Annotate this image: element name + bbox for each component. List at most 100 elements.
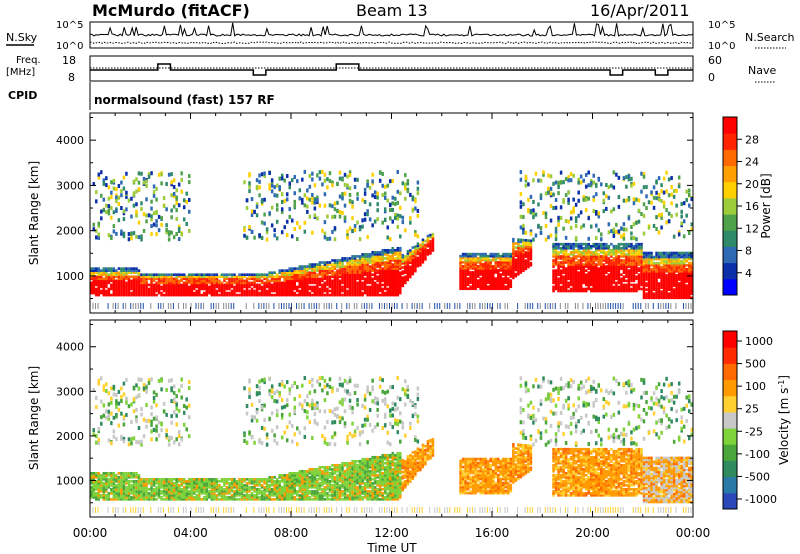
power-cell bbox=[363, 277, 367, 281]
power-cell bbox=[404, 281, 407, 285]
power-cell bbox=[291, 273, 294, 277]
power-cell bbox=[504, 254, 508, 258]
velocity-cell bbox=[105, 488, 108, 491]
power-cell bbox=[587, 271, 590, 275]
power-cell bbox=[127, 198, 131, 203]
power-cell bbox=[388, 269, 392, 272]
power-cell bbox=[632, 181, 636, 186]
power-cell bbox=[368, 265, 372, 268]
velocity-cell bbox=[95, 475, 98, 479]
power-cell bbox=[311, 273, 314, 277]
power-cell bbox=[388, 263, 392, 266]
power-cell bbox=[421, 240, 425, 244]
velocity-cell bbox=[115, 492, 118, 495]
power-cell bbox=[419, 253, 422, 257]
power-cell bbox=[514, 254, 518, 258]
power-cell bbox=[117, 183, 121, 188]
power-cell bbox=[507, 265, 510, 268]
power-cell bbox=[512, 239, 515, 243]
power-cell bbox=[597, 244, 601, 248]
power-cell bbox=[564, 242, 568, 246]
power-cell bbox=[170, 275, 173, 279]
power-cell bbox=[489, 265, 492, 268]
power-cell bbox=[293, 277, 297, 281]
power-cell bbox=[293, 285, 297, 289]
power-cell bbox=[386, 265, 389, 268]
power-cell bbox=[353, 285, 357, 289]
power-cell bbox=[275, 279, 279, 283]
power-cell bbox=[363, 253, 367, 256]
power-cell bbox=[371, 277, 374, 281]
power-cell bbox=[672, 263, 676, 267]
velocity-cell bbox=[117, 496, 121, 499]
power-cell bbox=[366, 281, 369, 285]
power-cell bbox=[660, 257, 663, 261]
power-cell bbox=[90, 277, 93, 281]
power-cell bbox=[288, 267, 291, 270]
power-cell bbox=[657, 294, 661, 298]
power-cell bbox=[579, 267, 583, 270]
power-cell bbox=[517, 260, 520, 264]
power-cell bbox=[200, 275, 204, 279]
power-cell bbox=[122, 273, 126, 277]
power-cell bbox=[486, 277, 490, 280]
power-cell bbox=[589, 259, 593, 262]
power-cell bbox=[489, 267, 492, 270]
power-cell bbox=[584, 261, 588, 264]
power-cell bbox=[605, 287, 608, 291]
power-cell bbox=[165, 207, 168, 212]
power-cell bbox=[504, 285, 508, 289]
velocity-cell bbox=[102, 384, 106, 389]
power-cell bbox=[635, 303, 637, 309]
power-cell bbox=[507, 279, 510, 282]
power-cell bbox=[650, 294, 653, 298]
power-cell bbox=[670, 290, 673, 294]
power-cell bbox=[642, 265, 646, 269]
power-cell bbox=[607, 287, 611, 291]
power-cell bbox=[260, 291, 264, 295]
power-cell bbox=[471, 283, 475, 286]
power-cell bbox=[617, 303, 619, 309]
power-cell bbox=[336, 261, 339, 264]
velocity-cell bbox=[95, 480, 98, 483]
power-cell bbox=[378, 267, 382, 270]
power-cell bbox=[690, 253, 693, 257]
power-cell bbox=[102, 281, 106, 285]
power-cell bbox=[95, 267, 98, 270]
velocity-cell bbox=[112, 473, 116, 477]
power-cell bbox=[522, 269, 525, 272]
power-cell bbox=[544, 211, 548, 216]
power-cell bbox=[632, 197, 636, 202]
velocity-cell bbox=[112, 484, 116, 487]
power-cell bbox=[301, 289, 304, 293]
velocity-cell bbox=[120, 411, 123, 416]
power-cell bbox=[554, 197, 558, 202]
power-cell bbox=[625, 289, 628, 293]
power-cell bbox=[559, 273, 563, 277]
power-cell bbox=[313, 213, 317, 218]
power-cell bbox=[348, 173, 352, 178]
power-cell bbox=[140, 201, 143, 206]
power-cell bbox=[449, 303, 451, 309]
power-cell bbox=[353, 291, 357, 295]
power-cell bbox=[431, 247, 435, 250]
power-cell bbox=[311, 269, 314, 272]
power-cell bbox=[255, 273, 259, 277]
velocity-cell bbox=[97, 490, 101, 493]
power-cell bbox=[326, 277, 329, 281]
power-cell bbox=[414, 303, 416, 309]
power-cell bbox=[145, 293, 148, 297]
power-cell bbox=[253, 303, 255, 309]
velocity-cell bbox=[100, 473, 103, 477]
power-cell bbox=[574, 269, 578, 272]
power-cell bbox=[569, 265, 573, 268]
power-cell bbox=[378, 257, 382, 260]
power-cell bbox=[388, 277, 392, 281]
power-cell bbox=[662, 296, 666, 300]
power-cell bbox=[198, 279, 201, 283]
power-cell bbox=[155, 277, 158, 281]
y-tick-label: 1000 bbox=[56, 270, 84, 283]
power-cell bbox=[341, 277, 344, 281]
power-cell bbox=[145, 285, 148, 289]
power-cell bbox=[595, 248, 598, 252]
